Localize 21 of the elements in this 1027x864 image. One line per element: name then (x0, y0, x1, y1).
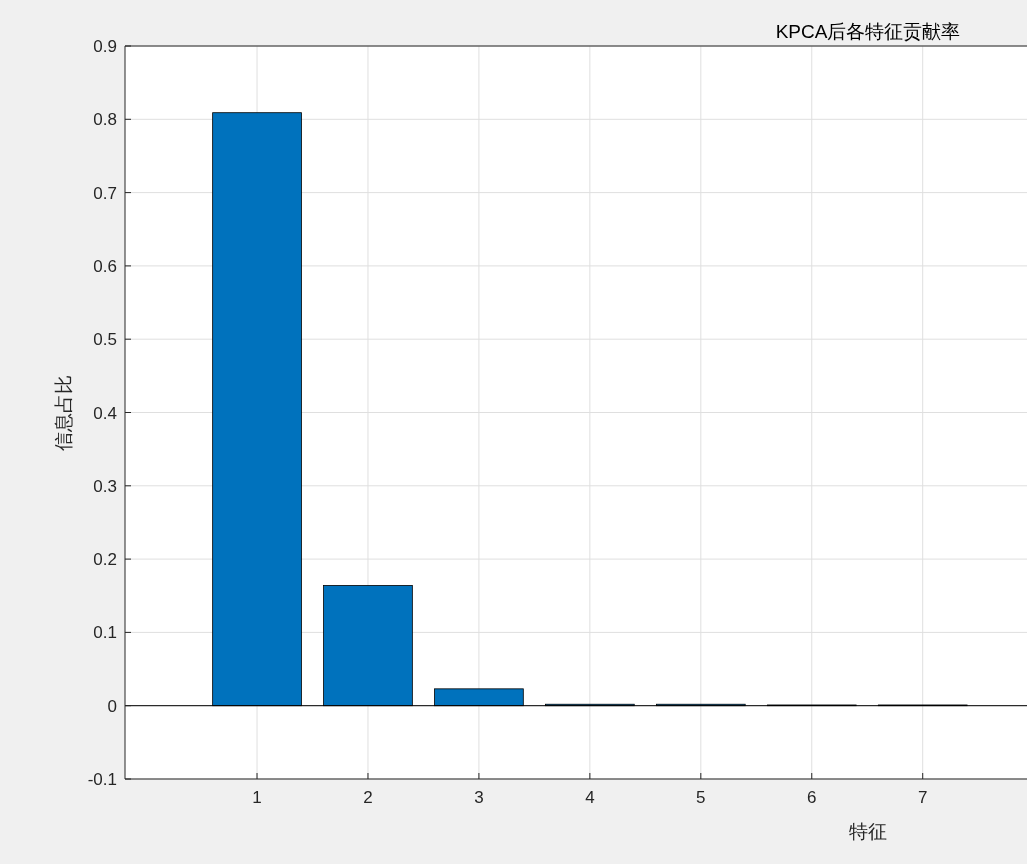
chart-title: KPCA后各特征贡献率 (775, 21, 961, 42)
y-tick-label: 0.9 (93, 37, 117, 56)
x-tick-label: 1 (252, 788, 262, 807)
x-tick-label: 3 (474, 788, 484, 807)
y-tick-label: 0.8 (93, 110, 117, 130)
y-axis-title: 信息占比 (53, 374, 74, 451)
y-tick-label: 0 (107, 696, 117, 716)
x-tick-label: 7 (917, 788, 928, 807)
y-tick-label: 0.3 (93, 476, 117, 496)
y-tick-label: 0.2 (93, 550, 117, 570)
y-tick-label: 0.4 (93, 403, 117, 423)
x-tick-label: 4 (585, 788, 595, 807)
y-tick-label: 0.6 (93, 256, 117, 276)
y-tick-label: -0.1 (87, 770, 117, 789)
y-tick-label: 0.5 (93, 330, 117, 350)
x-tick-label: 5 (696, 788, 706, 807)
y-tick-label: 0.1 (93, 623, 117, 643)
x-tick-label: 2 (363, 788, 373, 807)
x-axis-title: 特征 (849, 821, 887, 842)
x-tick-label: 6 (807, 788, 817, 807)
y-tick-label: 0.7 (93, 183, 117, 203)
